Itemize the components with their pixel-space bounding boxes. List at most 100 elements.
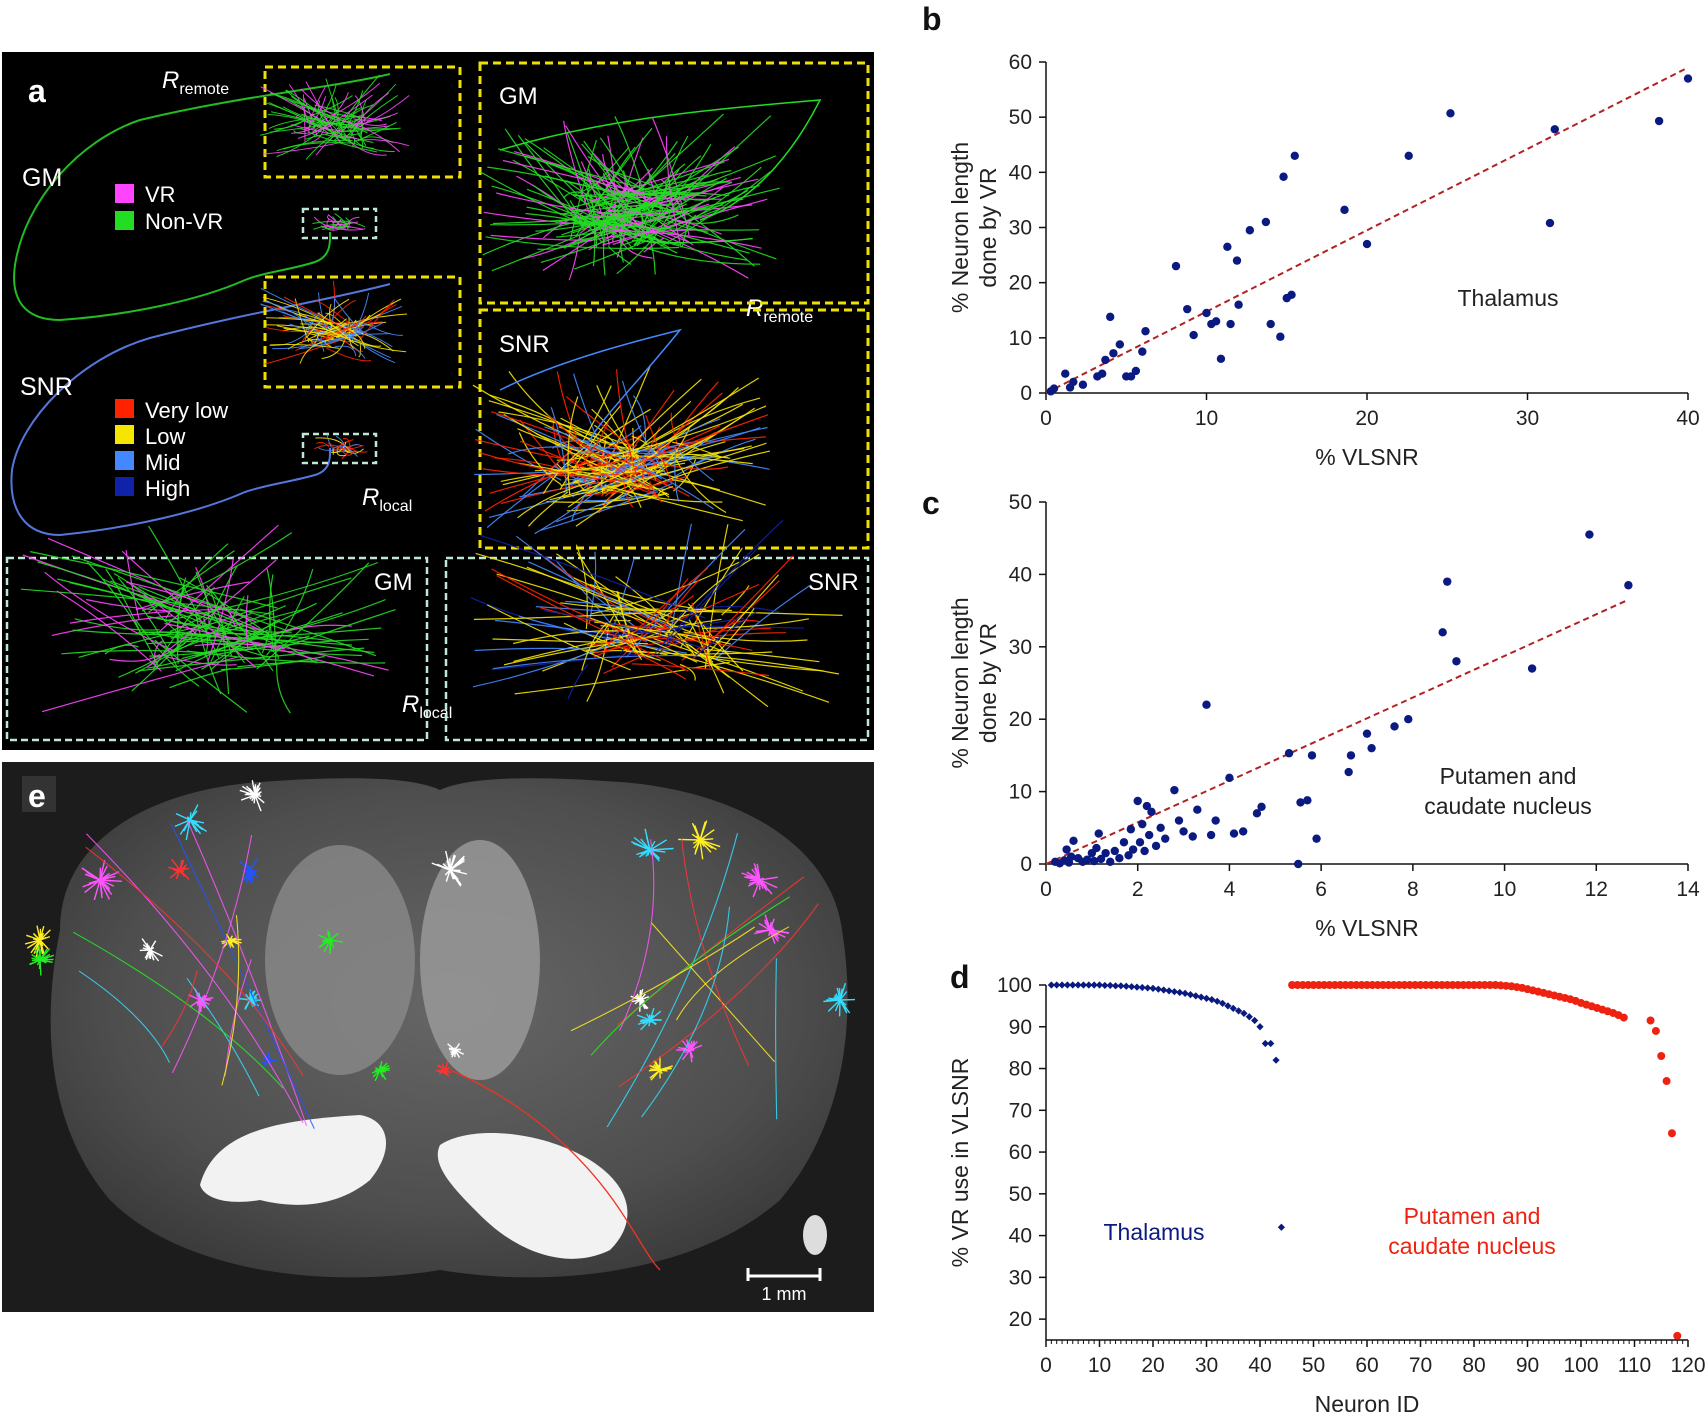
chart-annotation: Putamen and — [1440, 763, 1577, 789]
dendrite-branch — [164, 622, 375, 677]
chart-annotation: caudate nucleus — [1424, 793, 1592, 819]
cell-process — [254, 788, 260, 796]
cell-process — [39, 929, 51, 941]
dendrite-branch — [316, 441, 330, 447]
dendrite-branch — [658, 135, 689, 218]
gm-zoom-box — [478, 61, 870, 305]
x-tick-label: 12 — [1585, 878, 1608, 901]
dendrite-branch — [348, 130, 363, 136]
cell-process — [444, 1069, 448, 1076]
dendrite-branch — [358, 299, 395, 341]
cell-process — [149, 949, 152, 960]
dendrite-branch — [487, 166, 681, 214]
data-point — [1138, 347, 1147, 356]
dendrite-branch — [643, 246, 761, 265]
dendrite-branch — [623, 646, 687, 680]
dendrite-branch — [614, 210, 637, 231]
dendrite-branch — [681, 580, 780, 661]
cell-process — [99, 879, 111, 900]
cell-process — [636, 1014, 651, 1021]
y-tick-label: 60 — [1009, 51, 1032, 74]
dendrite-branch — [617, 425, 720, 469]
dendrite-branch — [293, 130, 308, 134]
dendrite-branch — [331, 441, 347, 453]
dendrite-branch — [568, 468, 624, 485]
cell-process — [644, 828, 651, 851]
data-point — [1110, 846, 1119, 856]
fit-line — [1045, 598, 1629, 865]
data-point — [1156, 823, 1165, 832]
panel-e-letter: e — [28, 778, 46, 814]
dendrite-branch — [348, 92, 389, 142]
dendrite-branch — [142, 630, 363, 657]
data-point — [1142, 801, 1152, 811]
dendrite-branch — [269, 331, 309, 346]
thalamus-point — [1277, 1223, 1285, 1231]
thalamus-point — [1047, 981, 1055, 989]
dendrite-branch — [586, 221, 760, 231]
dendrite-branch — [613, 609, 843, 616]
panel-e-letter-bg — [22, 776, 56, 812]
thalamus-point — [1069, 981, 1077, 989]
cell-process — [39, 959, 42, 976]
dendrite-branch — [679, 663, 696, 681]
cell-process — [379, 1064, 390, 1071]
dendrite-branch — [306, 298, 350, 338]
dendrite-branch — [593, 424, 630, 463]
cell-process — [437, 863, 451, 871]
snr-zoom-box — [478, 308, 870, 550]
y-axis-label: % Neuron lengthdone by VR — [947, 142, 1001, 313]
white-matter-right — [437, 1133, 628, 1259]
dendrite-branch — [540, 482, 673, 531]
dendrite-branch — [515, 535, 643, 633]
dendrite-branch — [308, 86, 326, 134]
dendrite-branch — [604, 392, 723, 497]
axon-projection — [85, 846, 304, 1076]
x-tick-label: 80 — [1462, 1354, 1485, 1377]
dendrite-branch — [353, 112, 399, 121]
dendrite-branch — [105, 568, 142, 634]
cell-process — [768, 928, 771, 931]
thalamus-point — [1063, 981, 1071, 989]
dendrite-branch — [593, 213, 750, 254]
cell-process — [649, 1064, 661, 1071]
cell-process — [39, 959, 43, 962]
thalamus-point — [1090, 981, 1098, 989]
dendrite-branch — [537, 239, 587, 250]
dendrite-branch — [614, 116, 652, 221]
cell-process — [836, 987, 841, 1001]
dendrite-branch — [239, 608, 377, 657]
thalamus-point — [1224, 1002, 1232, 1010]
y-tick-label: 30 — [1009, 1266, 1032, 1289]
dendrite-branch — [630, 378, 702, 447]
thalamus-point — [1186, 991, 1195, 999]
dendrite-branch — [475, 552, 670, 623]
data-point — [1296, 798, 1305, 807]
dendrite-branch — [672, 441, 722, 458]
cell-process — [752, 879, 761, 898]
data-point — [1211, 816, 1220, 825]
dendrite-branch — [508, 446, 597, 455]
cell-process — [649, 1019, 657, 1025]
dendrite-branch — [514, 669, 686, 695]
x-tick-label: 60 — [1355, 1354, 1378, 1377]
x-tick-label: 70 — [1409, 1354, 1432, 1377]
labeled-neuron-cluster — [435, 1061, 451, 1077]
cell-process — [29, 959, 41, 966]
dendrite-branch — [212, 630, 224, 639]
dendrite-branch — [593, 583, 760, 658]
snr-zoom-label: SNR — [499, 331, 550, 358]
dendrite-branch — [169, 667, 231, 689]
data-point — [1287, 290, 1296, 300]
legend-label-vr: VR — [145, 182, 176, 207]
y-axis-label: % VR use in VLSNR — [947, 1058, 973, 1268]
thalamus-point — [1149, 984, 1157, 992]
data-point — [1202, 700, 1211, 709]
red-axon-projection — [449, 1069, 661, 1271]
axon-projection — [171, 834, 253, 1074]
dendrite-branch — [715, 584, 812, 660]
data-point — [1206, 830, 1216, 840]
r-local-label-bottom: Rlocal — [402, 691, 452, 722]
data-point — [1238, 827, 1248, 836]
dendrite-branch — [491, 411, 656, 476]
